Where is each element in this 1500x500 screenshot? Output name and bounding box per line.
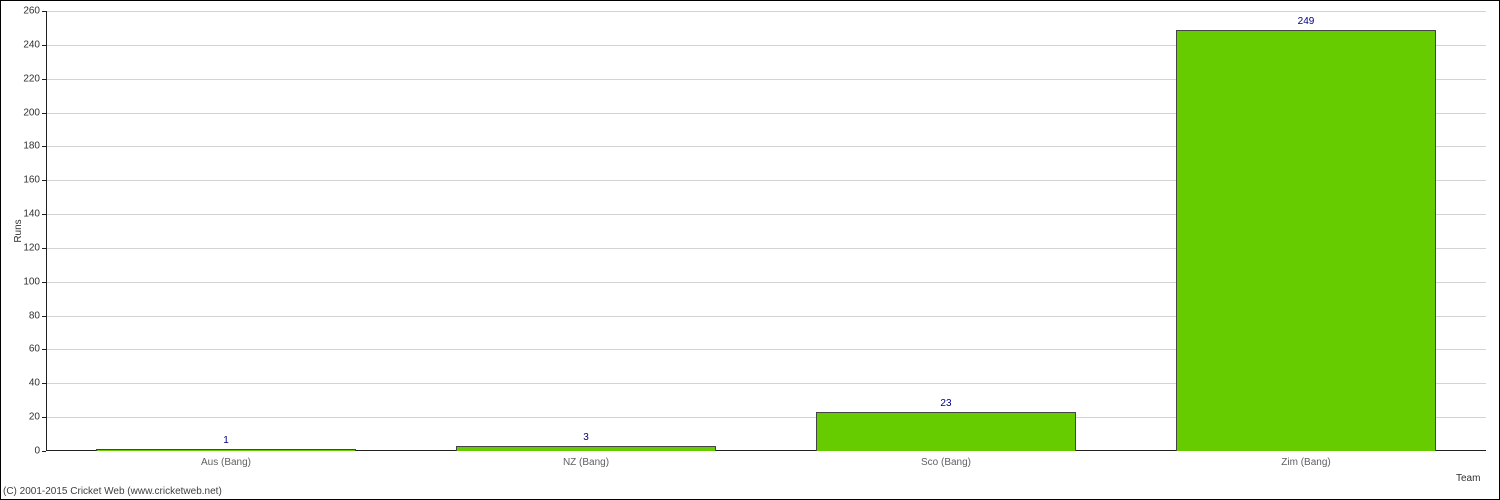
plot-area: 0204060801001201401601802002202402601Aus…: [46, 11, 1486, 451]
ytick-label: 140: [23, 209, 40, 220]
ytick-label: 180: [23, 141, 40, 152]
ytick-mark: [42, 451, 46, 452]
y-axis-title: Runs: [13, 219, 24, 242]
ytick-label: 160: [23, 175, 40, 186]
ytick-label: 100: [23, 276, 40, 287]
bar: 1: [96, 449, 355, 451]
ytick-label: 80: [29, 310, 40, 321]
ytick-label: 260: [23, 6, 40, 17]
bar: 23: [816, 412, 1075, 451]
y-axis: [46, 11, 47, 451]
bar-value-label: 23: [940, 398, 951, 409]
bar-value-label: 249: [1298, 16, 1315, 27]
chart-container: 0 20 40 60 80 100 120 140 160 180 200 220 240 260 1 Aus…: [0, 0, 1500, 500]
ytick-label: 200: [23, 107, 40, 118]
x-axis-title: Team: [1456, 473, 1480, 484]
ytick-label: 0: [34, 446, 40, 457]
copyright-text: (C) 2001-2015 Cricket Web (www.cricketwe…: [3, 486, 222, 497]
bar: 249: [1176, 30, 1435, 451]
xtick-label: Zim (Bang): [1281, 457, 1330, 468]
xtick-label: NZ (Bang): [563, 457, 609, 468]
bar: 3: [456, 446, 715, 451]
ytick-label: 60: [29, 344, 40, 355]
ytick-label: 120: [23, 242, 40, 253]
ytick-label: 220: [23, 73, 40, 84]
bar-value-label: 3: [583, 432, 589, 443]
bar-value-label: 1: [223, 435, 229, 446]
ytick-label: 40: [29, 378, 40, 389]
ytick-label: 20: [29, 412, 40, 423]
ytick-label: 240: [23, 39, 40, 50]
gridline: [46, 11, 1486, 12]
xtick-label: Aus (Bang): [201, 457, 251, 468]
xtick-label: Sco (Bang): [921, 457, 971, 468]
